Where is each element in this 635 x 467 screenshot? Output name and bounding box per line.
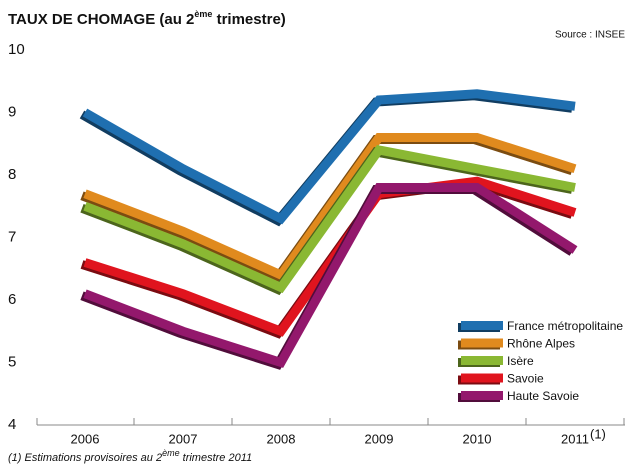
footnote-part: (1) Estimations provisoires au 2 [8, 452, 162, 464]
x-tick-label: 2010 [463, 431, 492, 446]
title-part: trimestre) [212, 11, 285, 28]
x-tick-label: 2007 [169, 431, 198, 446]
x-tick-label: 2008 [267, 431, 296, 446]
legend-swatch [461, 373, 503, 383]
x-tick-label: 2009 [365, 431, 394, 446]
y-tick-label: 8 [8, 166, 16, 183]
legend-label: Isère [507, 354, 534, 368]
y-tick-label: 7 [8, 228, 16, 245]
title-part: TAUX DE CHOMAGE (au 2 [8, 11, 194, 28]
x-tick-note: (1) [590, 426, 606, 441]
series-line [83, 133, 577, 281]
footnote: (1) Estimations provisoires au 2ème trim… [8, 448, 252, 464]
series-line [82, 89, 576, 225]
legend-swatch [461, 338, 503, 348]
title-sup: ème [194, 9, 212, 19]
series-line [83, 183, 578, 368]
x-tick-label: 2006 [71, 431, 100, 446]
y-tick-label: 5 [8, 353, 16, 370]
source: Source : INSEE [555, 30, 625, 41]
footnote-sup: ème [162, 448, 180, 458]
x-tick-label: 2011 [561, 431, 589, 446]
legend-swatch [461, 321, 503, 330]
footnote-part: trimestre 2011 [180, 452, 253, 464]
legend-label: Rhône Alpes [507, 337, 575, 351]
y-tick-label: 6 [8, 291, 16, 308]
chart-title: TAUX DE CHOMAGE (au 2ème trimestre) [8, 9, 286, 28]
legend-swatch [461, 356, 503, 365]
y-tick-label: 4 [8, 416, 16, 433]
y-tick-label: 10 [8, 41, 25, 58]
legend-label: France métropolitaine [507, 319, 623, 333]
series-line [83, 145, 576, 294]
legend-label: Haute Savoie [507, 389, 579, 403]
legend-label: Savoie [507, 372, 544, 386]
legend-swatch [461, 391, 503, 400]
y-tick-label: 9 [8, 103, 16, 120]
